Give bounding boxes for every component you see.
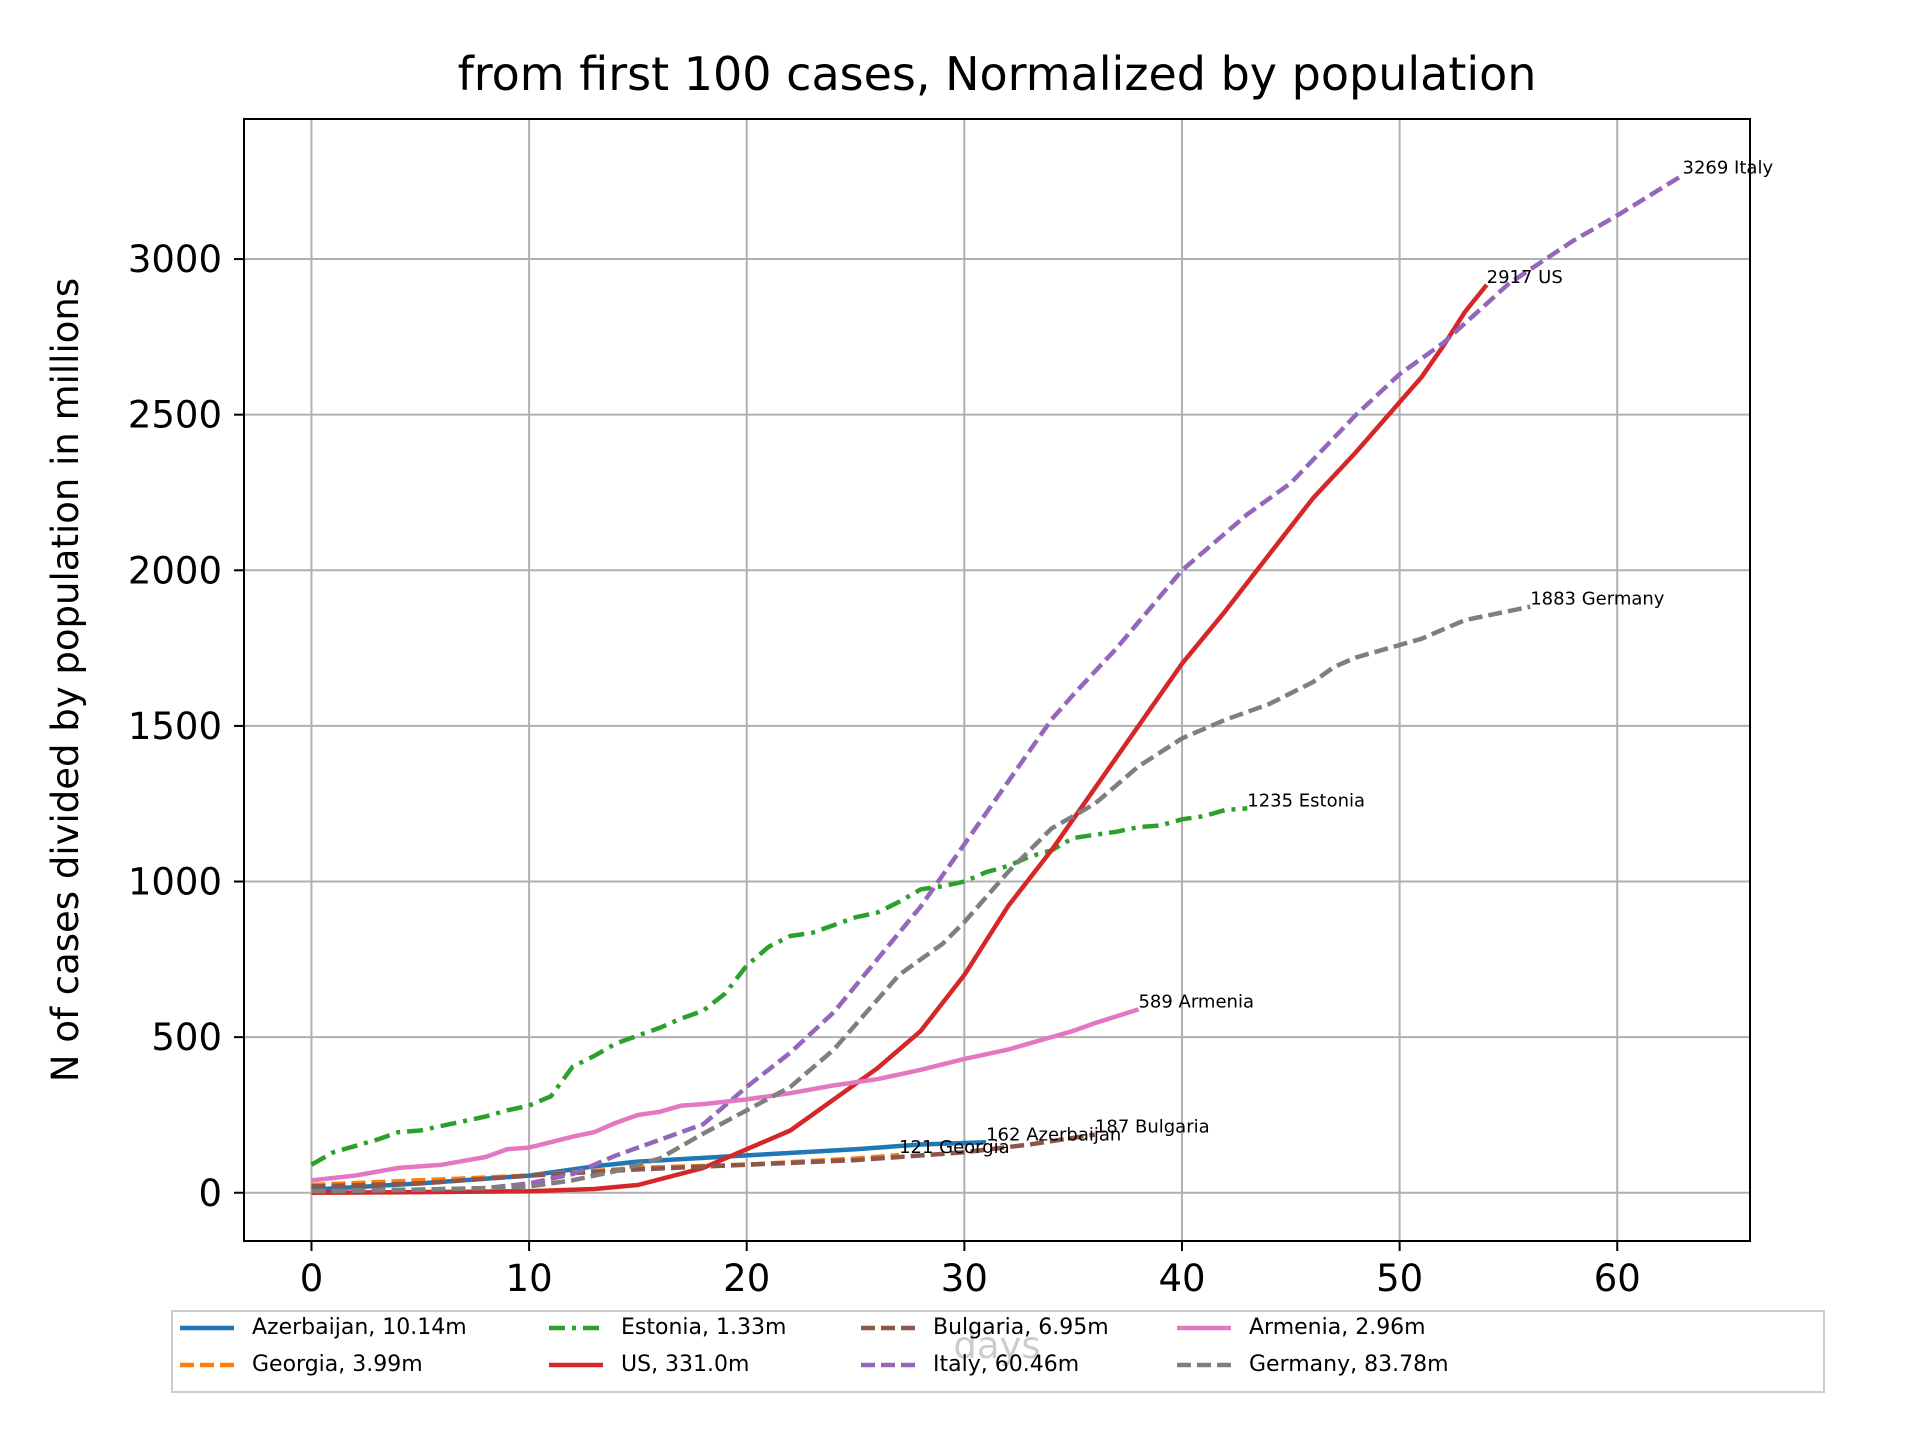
x-tick-label: 0 — [300, 1257, 324, 1300]
legend-label-azerbaijan: Azerbaijan, 10.14m — [252, 1315, 467, 1340]
legend-label-italy: Italy, 60.46m — [933, 1352, 1079, 1377]
plot-frame — [243, 118, 1751, 1242]
x-tick-label: 10 — [506, 1257, 553, 1300]
x-tick-label: 40 — [1158, 1257, 1205, 1300]
annotation-germany: 1883 Germany — [1530, 589, 1665, 610]
series-line-germany — [311, 604, 1531, 1194]
legend-label-us: US, 331.0m — [621, 1352, 749, 1377]
series-line-us — [311, 283, 1489, 1196]
series-line-armenia — [311, 1007, 1140, 1183]
x-tick-label: 30 — [941, 1257, 988, 1300]
series-line-estonia — [310, 806, 1248, 1167]
x-tick-label: 60 — [1594, 1257, 1641, 1300]
y-axis-label: N of cases divided by population in mill… — [44, 278, 87, 1082]
y-tick-label: 500 — [151, 1016, 222, 1059]
ticks: 0 10 20 30 40 50 60 0 500 1000 1500 2000 2500 3000 — [128, 238, 1641, 1300]
series-line-bulgaria — [311, 1132, 1096, 1189]
annotation-azerbaijan: 162 Azerbaijan — [986, 1124, 1121, 1145]
legend-label-georgia: Georgia, 3.99m — [252, 1352, 423, 1377]
y-tick-label: 1000 — [128, 861, 222, 904]
y-tick-label: 0 — [198, 1172, 222, 1215]
series-line-italy — [311, 173, 1684, 1194]
annotation-armenia: 589 Armenia — [1138, 991, 1254, 1012]
annotation-bulgaria: 187 Bulgaria — [1095, 1117, 1210, 1138]
series-lines — [310, 173, 1684, 1196]
x-tick-label: 20 — [723, 1257, 770, 1300]
annotation-italy: 3269 Italy — [1683, 157, 1774, 178]
y-tick-label: 2000 — [128, 549, 222, 592]
y-tick-label: 2500 — [128, 394, 222, 437]
legend-label-armenia: Armenia, 2.96m — [1249, 1315, 1426, 1340]
y-tick-label: 1500 — [128, 705, 222, 748]
legend-label-bulgaria: Bulgaria, 6.95m — [933, 1315, 1109, 1340]
chart-title: from first 100 cases, Normalized by popu… — [458, 47, 1537, 101]
grid — [244, 119, 1750, 1241]
legend: Azerbaijan, 10.14m Georgia, 3.99m Estonia,… — [171, 1310, 1825, 1393]
y-tick-label: 3000 — [128, 238, 222, 281]
legend-box — [171, 1310, 1825, 1393]
legend-label-germany: Germany, 83.78m — [1249, 1352, 1449, 1377]
legend-label-estonia: Estonia, 1.33m — [621, 1315, 786, 1340]
annotation-us: 2917 US — [1487, 267, 1563, 288]
annotation-georgia: 121 Georgia — [899, 1137, 1010, 1158]
x-tick-label: 50 — [1376, 1257, 1423, 1300]
annotation-estonia: 1235 Estonia — [1247, 790, 1365, 811]
